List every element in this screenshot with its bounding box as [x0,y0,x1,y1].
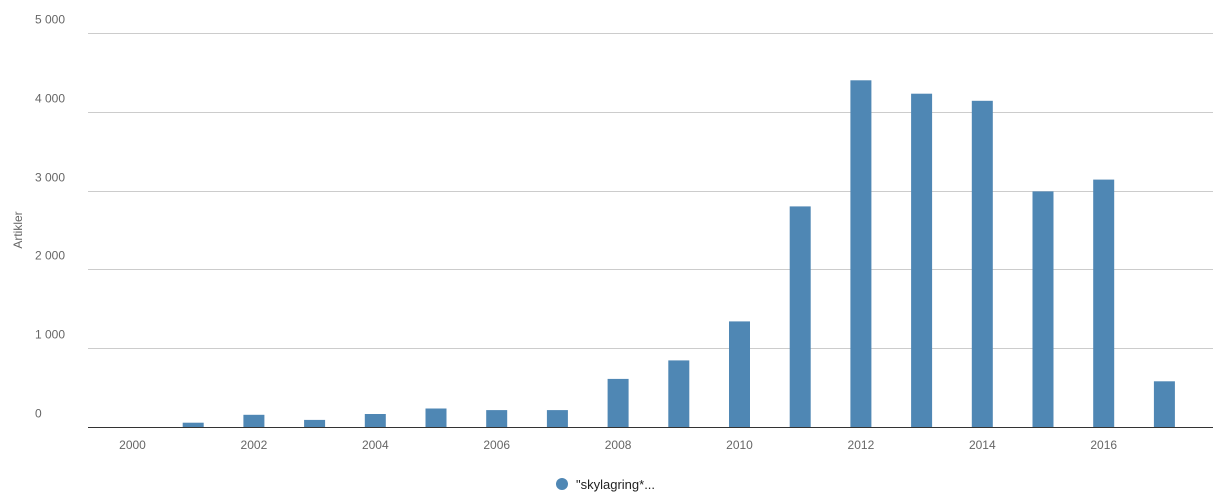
x-tick-label-2012: 2012 [848,438,875,452]
y-tick-label-5000: 5 000 [35,13,65,27]
x-tick-label-2014: 2014 [969,438,996,452]
x-tick-label-2010: 2010 [726,438,753,452]
y-tick-label-0: 0 [35,407,42,421]
y-tick-label-1000: 1 000 [35,328,65,342]
bar-2003[interactable] [304,420,325,427]
bar-2017[interactable] [1154,381,1175,427]
legend[interactable]: "skylagring*... [556,477,655,492]
bar-2015[interactable] [1033,191,1054,427]
bar-2001[interactable] [183,423,204,427]
bar-2011[interactable] [790,206,811,427]
x-tick-label-2002: 2002 [241,438,268,452]
y-axis-title: Artikler [11,211,25,248]
legend-swatch [556,478,568,490]
legend-label[interactable]: "skylagring*... [576,477,655,492]
bar-2016[interactable] [1093,180,1114,427]
bar-2007[interactable] [547,410,568,427]
y-tick-label-4000: 4 000 [35,92,65,106]
bar-2013[interactable] [911,94,932,427]
x-tick-label-2000: 2000 [119,438,146,452]
x-tick-label-2008: 2008 [605,438,632,452]
x-axis-ticks: 2000 2002 2004 2006 2008 2010 2012 2014 2016 [119,438,1117,452]
y-tick-label-3000: 3 000 [35,171,65,185]
x-tick-label-2004: 2004 [362,438,389,452]
y-axis-ticks: 0 1 000 2 000 3 000 4 000 5 000 [35,13,65,421]
y-tick-label-2000: 2 000 [35,249,65,263]
bar-2014[interactable] [972,101,993,427]
x-tick-label-2006: 2006 [483,438,510,452]
bar-2009[interactable] [668,360,689,427]
bar-2006[interactable] [486,410,507,427]
bar-2005[interactable] [426,409,447,428]
x-tick-label-2016: 2016 [1090,438,1117,452]
bar-2010[interactable] [729,321,750,427]
bar-2004[interactable] [365,414,386,427]
bar-2008[interactable] [608,379,629,427]
bar-2012[interactable] [850,80,871,427]
bar-2002[interactable] [243,415,264,427]
bars [183,80,1175,427]
